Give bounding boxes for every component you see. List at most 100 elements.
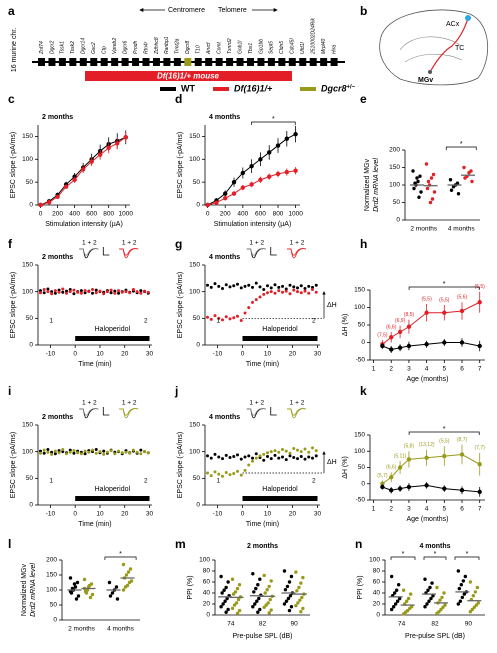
data-point (63, 184, 69, 189)
data-point (423, 605, 427, 609)
data-point (477, 489, 482, 495)
data-point (448, 178, 453, 182)
data-point (206, 454, 209, 458)
data-point (303, 457, 307, 461)
data-point (209, 317, 213, 321)
drug-bar (242, 496, 318, 501)
data-point (292, 288, 296, 292)
deletion-bar (85, 71, 292, 81)
gene-name: Tbx1 (248, 43, 254, 54)
gene-name: Zdhhc8 (154, 37, 160, 55)
data-point (74, 597, 79, 601)
data-point (236, 314, 239, 318)
significance-label: * (119, 551, 122, 558)
y-tick-label: 80 (203, 568, 211, 575)
data-point (249, 182, 254, 187)
x-tick-label: 200 (52, 211, 63, 218)
n-label: (5,7) (377, 473, 388, 479)
x-tick-label: 20 (289, 511, 297, 518)
x-tick-label: 200 (220, 211, 231, 218)
legend-sup: +/− (347, 84, 356, 90)
centromere-label: Centromere (168, 7, 205, 14)
data-point (257, 596, 261, 601)
data-point (431, 172, 436, 177)
data-point (299, 291, 303, 295)
data-point (254, 586, 258, 591)
delta-label: ΔH (327, 459, 337, 466)
x-tick-label: 20 (289, 351, 297, 358)
inset-trace (246, 248, 266, 256)
data-point (262, 458, 266, 462)
subtitle: 2 months (42, 114, 73, 121)
data-point (462, 592, 467, 596)
data-point (407, 606, 412, 611)
region-label: ACx (446, 21, 460, 28)
data-point (223, 599, 227, 603)
gene-name: Mrpl40 (321, 38, 327, 54)
data-point (65, 291, 68, 295)
data-point (206, 315, 209, 319)
data-point (226, 607, 230, 612)
data-point (275, 143, 281, 148)
data-point (46, 450, 50, 454)
x-tick-label: 3 (407, 506, 411, 513)
data-point (251, 285, 254, 289)
data-point (53, 449, 57, 453)
data-point (477, 300, 482, 305)
data-point (449, 188, 454, 192)
data-point (228, 473, 232, 477)
x-tick-label: 30 (146, 511, 154, 518)
data-point (404, 599, 409, 603)
n-label: (5,5) (475, 284, 486, 290)
data-point (102, 452, 106, 456)
x-tick-label: 10 (264, 511, 272, 518)
data-point (232, 454, 236, 458)
gene-box (163, 58, 171, 66)
x-tick-label: 2 (389, 366, 393, 373)
marker-label: 2 (144, 318, 148, 325)
scale-bar (102, 407, 110, 416)
data-point (68, 448, 72, 452)
data-point (235, 611, 240, 616)
data-point (299, 454, 303, 458)
data-point (476, 601, 481, 605)
marker-label: 1 (217, 478, 221, 485)
y-tick-label: 150 (354, 432, 365, 439)
data-point (307, 284, 311, 288)
marker-label: 2 (312, 478, 316, 485)
gene-name: Dgcr2 (49, 40, 55, 54)
data-point (281, 290, 284, 294)
marker-label: 2 (144, 478, 148, 485)
y-axis-label: Normalized MGv (21, 563, 28, 616)
gene-name: Trmt2a (175, 38, 181, 54)
data-point (75, 580, 80, 585)
y-axis-label: EPSC slope (-pA/ms) (177, 432, 184, 499)
x-tick-label: -10 (46, 511, 56, 518)
data-point (83, 452, 87, 456)
data-point (299, 450, 303, 454)
data-point (463, 176, 467, 180)
data-point (311, 285, 314, 289)
data-point (301, 575, 305, 580)
data-point (107, 580, 112, 585)
data-point (254, 452, 258, 456)
data-point (135, 290, 139, 294)
data-point (217, 455, 221, 459)
data-point (251, 572, 255, 576)
gene-name: Comt (216, 41, 222, 54)
inset-trace (287, 248, 307, 256)
data-point (131, 288, 135, 292)
x-tick-label: 82 (431, 621, 439, 628)
y-tick-label: 20 (373, 601, 381, 608)
data-point (131, 448, 135, 452)
inset-label: 1 + 2 (249, 400, 264, 407)
x-tick-label: 0 (241, 351, 245, 358)
data-point (68, 288, 72, 292)
y-tick-label: 0 (196, 202, 200, 209)
drug-bar (242, 336, 318, 341)
data-point (442, 310, 447, 315)
y-tick-label: 150 (354, 287, 365, 294)
y-axis-label: EPSC slope (-pA/ms) (177, 272, 184, 339)
data-point (53, 291, 57, 295)
data-point (83, 449, 87, 453)
